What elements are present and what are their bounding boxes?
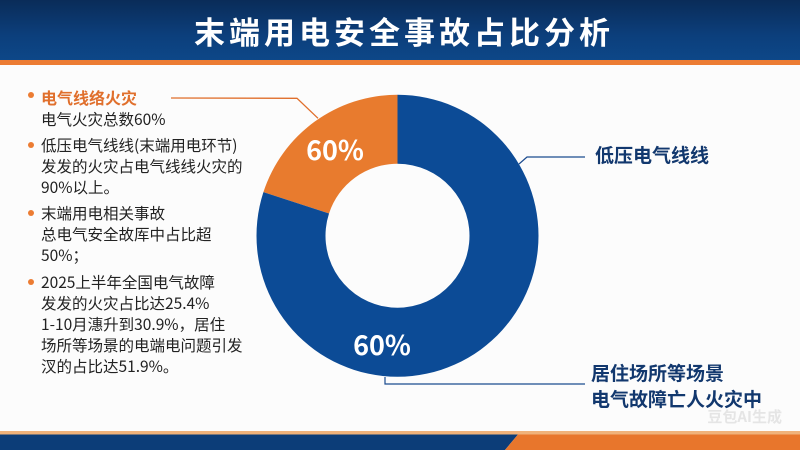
svg-text:60%: 60% [353,324,411,363]
